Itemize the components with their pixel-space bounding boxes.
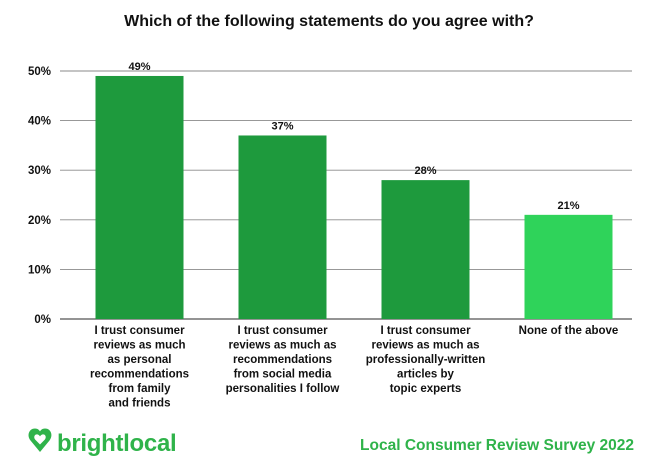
y-tick-label: 0%: [34, 314, 51, 326]
brand-name: brightlocal: [57, 430, 176, 457]
brand-logo: brightlocal: [28, 428, 177, 457]
data-label: 49%: [128, 61, 150, 73]
bar: [524, 214, 613, 319]
bar: [95, 75, 184, 320]
y-tick-label: 20%: [28, 215, 51, 227]
data-label: 21%: [557, 200, 579, 212]
heart-pin-icon: [28, 428, 52, 452]
category-label: I trust consumer reviews as much as profes…: [366, 325, 486, 395]
y-tick-label: 40%: [28, 116, 51, 128]
chart-title: Which of the following statements do you…: [124, 13, 534, 30]
bar: [381, 180, 470, 319]
x-axis: I trust consumer reviews as much as person…: [90, 325, 618, 410]
survey-name: Local Consumer Review Survey 2022: [360, 437, 634, 454]
data-label: 37%: [271, 120, 293, 132]
category-label: None of the above: [519, 325, 619, 337]
y-axis: 0% 10% 20% 30% 40% 50%: [28, 66, 51, 326]
y-tick-label: 50%: [28, 66, 51, 78]
bars: 49% 37% 28% 21%: [95, 61, 613, 320]
y-tick-label: 30%: [28, 165, 51, 177]
bar: [238, 135, 327, 319]
category-label: I trust consumer reviews as much as recomm…: [226, 325, 340, 395]
data-label: 28%: [414, 165, 436, 177]
y-tick-label: 10%: [28, 264, 51, 276]
category-label: I trust consumer reviews as much as person…: [90, 325, 189, 410]
